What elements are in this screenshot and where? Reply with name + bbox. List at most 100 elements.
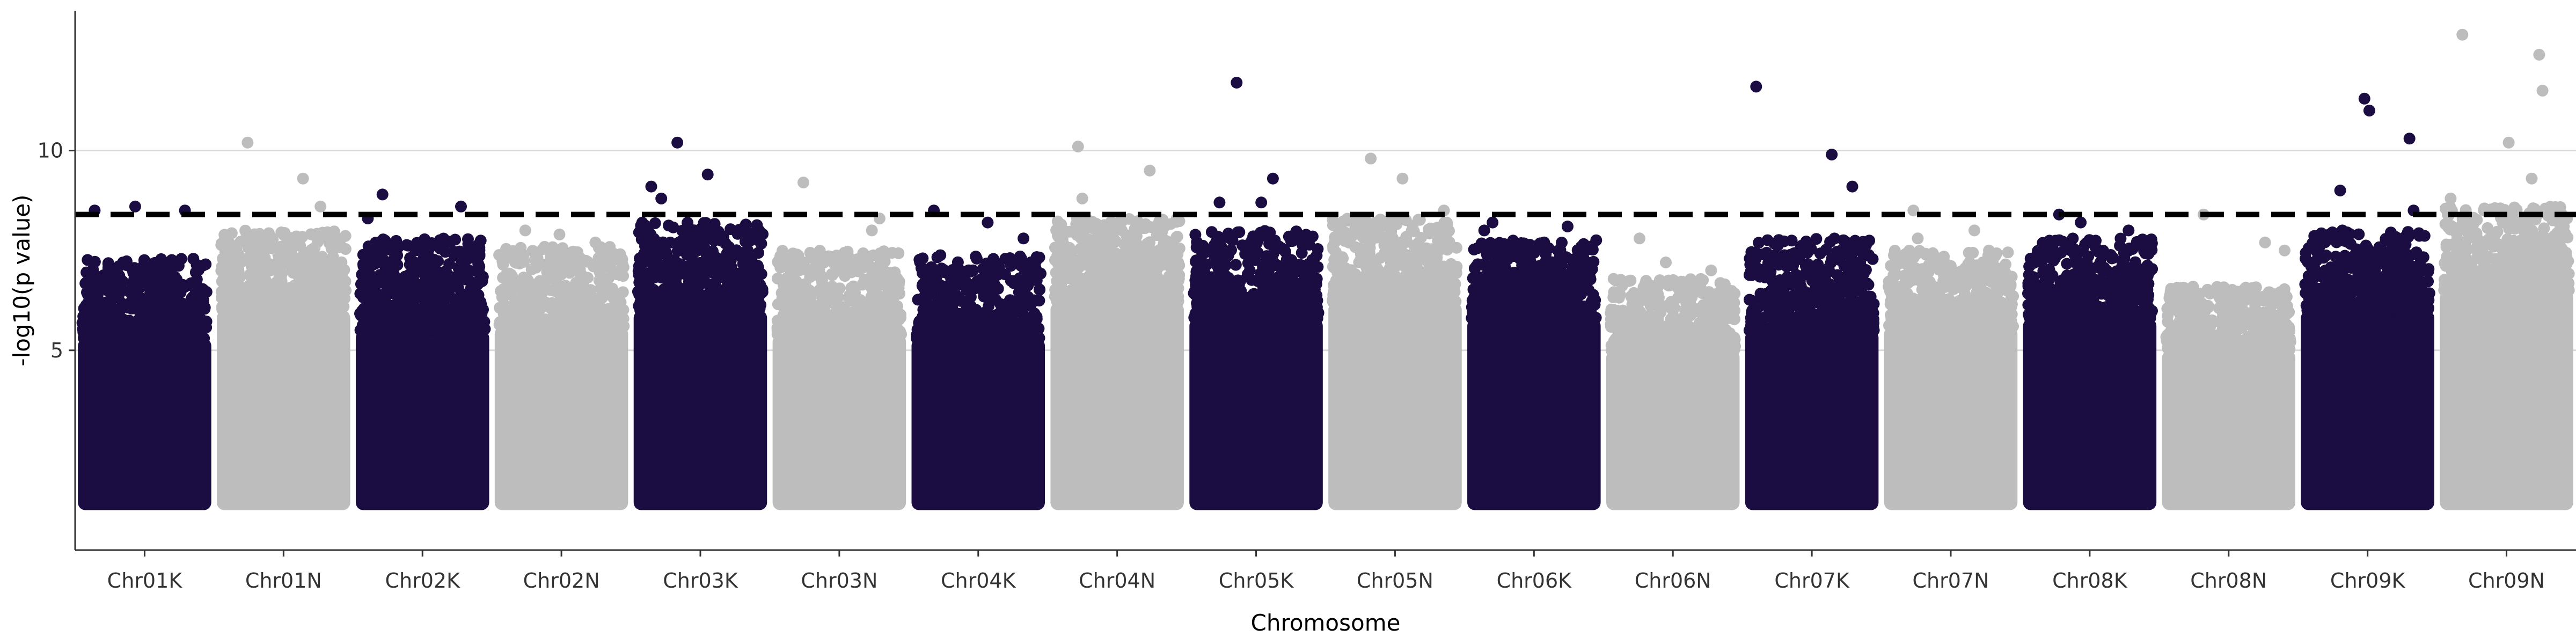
snp-point [831,250,843,262]
snp-point [174,319,187,331]
snp-point [1137,258,1149,270]
snp-point [1302,276,1314,288]
snp-point [377,242,389,254]
snp-point [239,225,252,238]
chromosome-points-chr04k [911,204,1046,510]
snp-point [452,303,465,316]
snp-point [1171,230,1183,243]
snp-point [467,306,479,319]
snp-point [535,316,547,328]
snp-point [679,229,691,241]
top-hit-point [701,169,714,181]
snp-point [831,265,844,277]
snp-point [339,243,352,255]
snp-point [894,325,906,338]
snp-point [1216,293,1228,305]
snp-point [294,239,306,252]
snp-point [237,285,250,297]
snp-point [685,301,697,313]
snp-point [366,297,378,309]
snp-point [1397,252,1409,264]
snp-point [688,265,700,277]
snp-point [179,305,192,317]
snp-point [982,330,994,342]
snp-point [433,270,445,282]
snp-point [325,243,338,255]
snp-point [1311,250,1323,262]
snp-point [1155,223,1168,236]
snp-point [1006,332,1018,344]
snp-point [919,301,932,313]
snp-point [134,332,146,344]
snp-point [254,231,266,244]
snp-point [186,292,197,305]
snp-point [911,324,924,336]
snp-point [165,263,177,275]
snp-point [667,221,679,233]
snp-point [365,323,377,335]
snp-point [428,238,441,251]
snp-point [563,296,575,308]
snp-point [574,287,587,299]
snp-point [934,308,946,320]
snp-point [656,303,668,315]
snp-point [419,302,431,314]
snp-point [1279,246,1291,258]
snp-point [856,322,868,334]
snp-point [868,291,881,303]
snp-point [822,288,835,301]
snp-point [704,264,716,276]
snp-point [1148,254,1161,266]
snp-point [442,321,455,333]
snp-point [197,259,209,272]
snp-point [594,317,606,330]
snp-point [1206,312,1219,325]
snp-point [918,282,930,294]
snp-point [812,301,824,313]
snp-point [877,245,890,258]
snp-point [525,295,538,308]
top-hit-point [1072,141,1084,153]
snp-point [633,226,645,239]
snp-point [439,246,451,258]
snp-point [218,229,231,241]
data-points [76,28,2575,510]
snp-point [508,299,520,312]
snp-point [560,281,573,293]
snp-point [89,255,101,268]
snp-point [1261,231,1273,243]
snp-point [1158,234,1170,246]
snp-point [311,236,324,248]
snp-point [1263,303,1276,316]
top-hit-point [1076,192,1088,204]
snp-point [964,308,976,320]
snp-point [554,303,566,314]
snp-point [421,312,433,325]
snp-point [1151,279,1163,291]
snp-point [278,300,290,312]
snp-point [1028,294,1040,306]
snp-point [360,272,372,284]
snp-point [851,253,863,266]
snp-point [847,280,860,292]
snp-point [189,308,201,320]
snp-point [734,304,747,317]
snp-point [1252,312,1264,324]
snp-point [860,273,873,286]
snp-point [187,253,200,265]
snp-point [748,292,760,305]
snp-point [839,328,851,340]
snp-point [140,277,152,290]
snp-point [123,285,135,297]
snp-point [462,233,474,245]
snp-point [724,269,736,281]
snp-point [593,274,605,287]
snp-point [993,261,1005,274]
snp-point [226,258,238,270]
snp-point [816,274,828,287]
snp-point [365,244,378,256]
top-hit-point [1231,77,1243,89]
snp-point [554,320,566,332]
snp-point [99,275,111,288]
point-block [217,310,350,510]
